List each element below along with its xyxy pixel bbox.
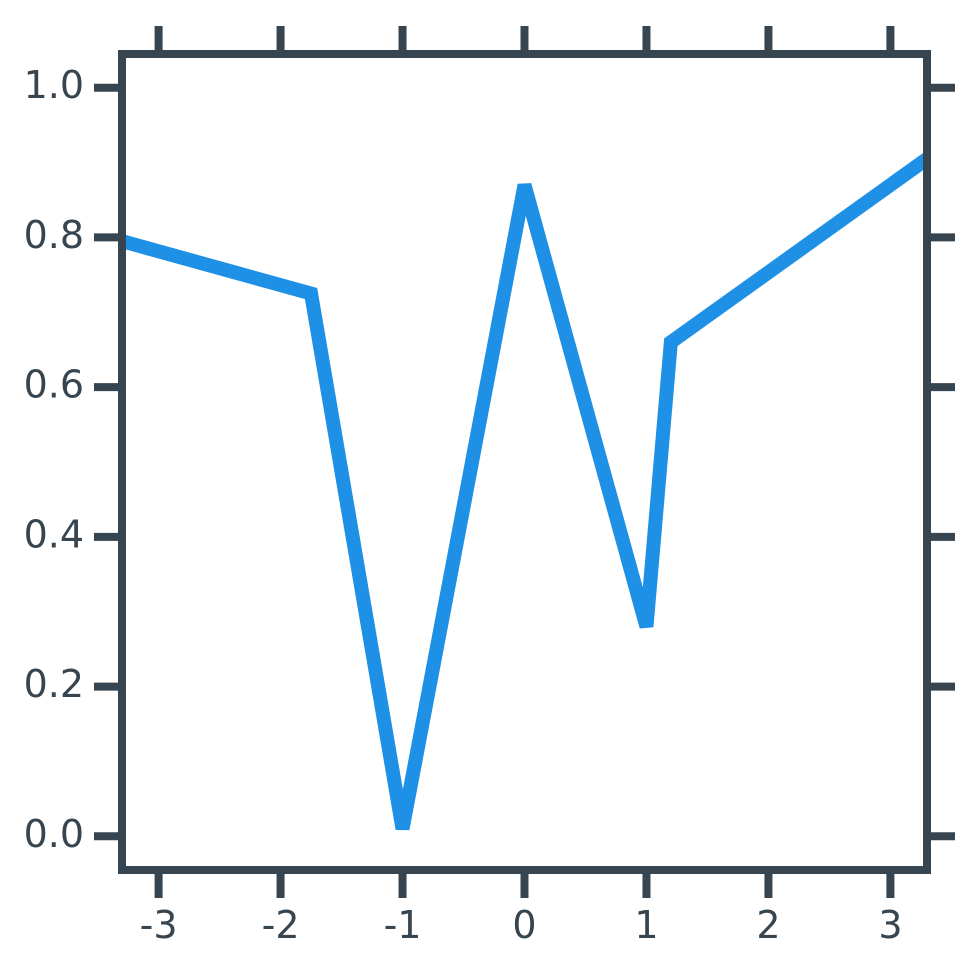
x-tick-label: 2 [756,903,780,947]
x-tick-label: 0 [512,903,536,947]
x-tick-label: 3 [878,903,902,947]
x-tick-label: 1 [634,903,658,947]
y-tick-label: 0.2 [24,662,84,706]
x-tick-label: -3 [140,903,178,947]
line-chart: -3 -2 -1 0 1 2 3 0.0 0.2 0.4 0.6 0.8 1.0 [0,0,980,980]
y-tick-label: 1.0 [24,63,84,107]
x-tick-label: -2 [262,903,300,947]
x-tick-label: -1 [384,903,422,947]
chart-svg: -3 -2 -1 0 1 2 3 0.0 0.2 0.4 0.6 0.8 1.0 [0,0,980,980]
y-tick-label: 0.8 [24,213,84,257]
y-tick-label: 0.6 [24,363,84,407]
y-tick-label: 0.4 [24,512,84,556]
y-tick-label: 0.0 [24,812,84,856]
